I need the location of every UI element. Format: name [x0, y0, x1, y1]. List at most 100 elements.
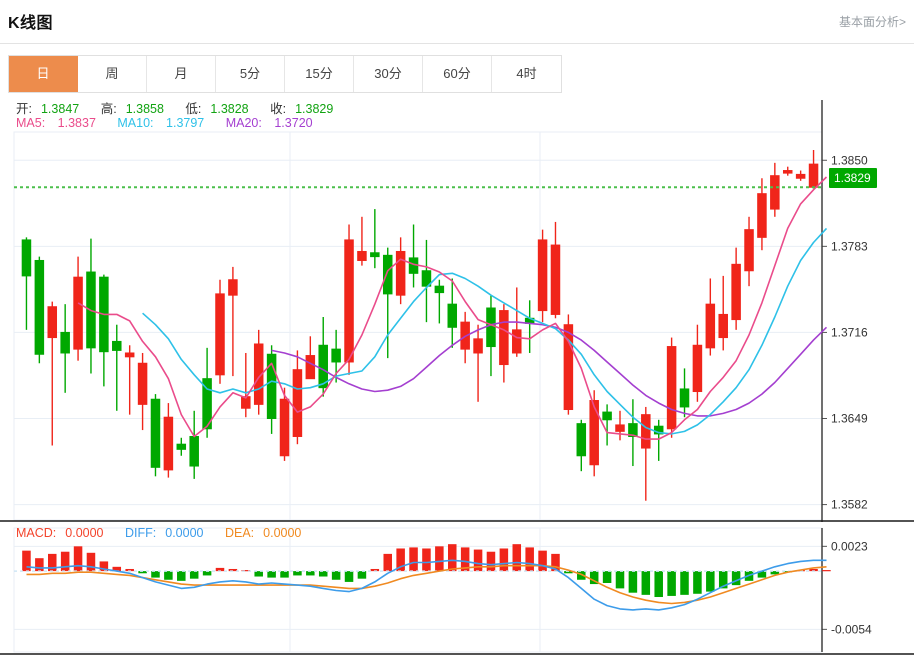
macd-bar — [486, 551, 496, 572]
diff-line — [26, 559, 827, 611]
candle-body — [292, 369, 303, 437]
candle-body — [163, 416, 174, 471]
candle-body — [447, 303, 458, 328]
candle-body — [434, 285, 445, 294]
macd-bar — [731, 571, 741, 586]
macd-bar — [706, 571, 715, 592]
fundamental-analysis-link[interactable]: 基本面分析> — [838, 15, 906, 29]
macd-bar — [357, 571, 367, 579]
macd-bar — [254, 571, 263, 577]
macd-bar — [693, 571, 702, 594]
tab-1[interactable]: 周 — [78, 56, 147, 92]
macd-bar — [331, 571, 341, 580]
macd-bar — [396, 548, 405, 572]
macd-bar — [177, 571, 186, 581]
tab-3[interactable]: 5分 — [216, 56, 285, 92]
candle-body — [782, 170, 793, 174]
macd-bar — [99, 561, 109, 572]
price-panel-frame — [13, 131, 823, 521]
candle-body — [744, 229, 754, 272]
macd-bar — [718, 571, 728, 589]
macd-bar — [112, 566, 122, 572]
candle-body — [331, 348, 341, 363]
macd-bar — [602, 571, 612, 583]
candle-body — [150, 398, 161, 468]
candle-body — [228, 279, 238, 296]
macd-bar — [318, 571, 328, 577]
candle-body — [60, 331, 70, 354]
candle-body — [718, 313, 728, 339]
macd-bar — [525, 547, 534, 572]
macd-bar — [35, 558, 44, 572]
macd-bar — [267, 571, 276, 578]
macd-bar — [138, 571, 147, 574]
price-tick-label: 1.3649 — [831, 412, 868, 426]
price-tick-label: 1.3716 — [831, 325, 868, 339]
tab-6[interactable]: 60分 — [423, 56, 492, 92]
tab-5[interactable]: 30分 — [354, 56, 423, 92]
candle-body — [731, 263, 741, 321]
macd-bar — [577, 571, 586, 580]
kline-chart-canvas[interactable]: 1.3850 1.3783 1.3716 1.3649 1.3582 0.0023 -0.0… — [0, 96, 914, 656]
candle-body — [537, 239, 548, 312]
candle-body — [279, 398, 290, 457]
candle-body — [473, 338, 483, 354]
page-title: K线图 — [8, 15, 54, 32]
macd-bar — [151, 571, 160, 578]
candle-body — [266, 353, 277, 420]
price-tick-label: 1.3582 — [831, 498, 868, 512]
candle-body — [679, 388, 690, 408]
page-header: K线图 基本面分析> — [0, 0, 914, 44]
macd-bar — [615, 571, 625, 589]
candle-body — [370, 252, 380, 258]
tab-2[interactable]: 月 — [147, 56, 216, 92]
macd-bar — [822, 570, 831, 572]
candle-body — [550, 244, 561, 315]
macd-bar — [628, 571, 638, 593]
macd-bar — [667, 571, 676, 596]
candle-body — [576, 423, 587, 457]
candle-body — [499, 310, 509, 366]
candle-body — [615, 424, 625, 432]
macd-bar — [73, 546, 83, 572]
macd-bar — [86, 552, 96, 572]
macd-bar — [422, 548, 431, 572]
macd-bar — [215, 567, 225, 572]
candle-body — [47, 306, 58, 339]
candle-body — [382, 254, 393, 295]
macd-bar — [280, 571, 289, 578]
candle-body — [795, 173, 806, 179]
candle-body — [589, 400, 599, 466]
ma10-line — [142, 227, 828, 435]
candle-body — [357, 250, 367, 261]
candle-body — [808, 163, 819, 188]
tab-0[interactable]: 日 — [9, 56, 78, 92]
macd-bar — [125, 568, 134, 572]
candle-body — [189, 435, 199, 467]
macd-bar — [680, 571, 689, 595]
candle-body — [563, 324, 574, 411]
macd-bar — [306, 571, 315, 576]
macd-bar — [22, 550, 31, 572]
chart-area[interactable]: 1.3850 1.3783 1.3716 1.3649 1.3582 0.0023 -0.0… — [0, 96, 914, 656]
macd-bar — [809, 568, 818, 572]
candle-body — [253, 343, 264, 405]
candle-body — [395, 250, 406, 296]
candle-body — [215, 293, 225, 376]
macd-bar — [435, 546, 444, 572]
price-tick-label: 1.3850 — [831, 153, 868, 167]
macd-bar — [241, 570, 251, 572]
tab-4[interactable]: 15分 — [285, 56, 354, 92]
macd-tick-label: 0.0023 — [831, 539, 868, 553]
candle-body — [137, 362, 148, 405]
candle-body — [421, 270, 432, 287]
tab-7[interactable]: 4时 — [492, 56, 561, 92]
candle-body — [202, 378, 212, 430]
macd-bar — [48, 553, 57, 572]
candle-body — [318, 344, 328, 389]
candle-body — [112, 340, 122, 351]
ma5-line — [77, 176, 828, 440]
candle-body — [124, 352, 135, 358]
candle-body — [770, 175, 780, 210]
